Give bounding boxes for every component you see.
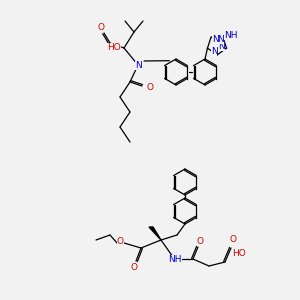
- Text: O: O: [230, 236, 236, 244]
- Text: O: O: [196, 236, 203, 245]
- Polygon shape: [149, 227, 161, 240]
- Text: N: N: [218, 35, 224, 44]
- Text: N: N: [211, 46, 218, 56]
- Text: O: O: [146, 83, 154, 92]
- Text: NH: NH: [168, 254, 182, 263]
- Text: NH: NH: [224, 31, 238, 40]
- Text: HO: HO: [107, 43, 121, 52]
- Text: N: N: [218, 42, 225, 51]
- Text: N: N: [135, 61, 141, 70]
- Text: HO: HO: [232, 250, 246, 259]
- Text: O: O: [130, 263, 137, 272]
- Text: N: N: [212, 35, 218, 44]
- Text: O: O: [98, 22, 104, 32]
- Text: O: O: [116, 236, 124, 245]
